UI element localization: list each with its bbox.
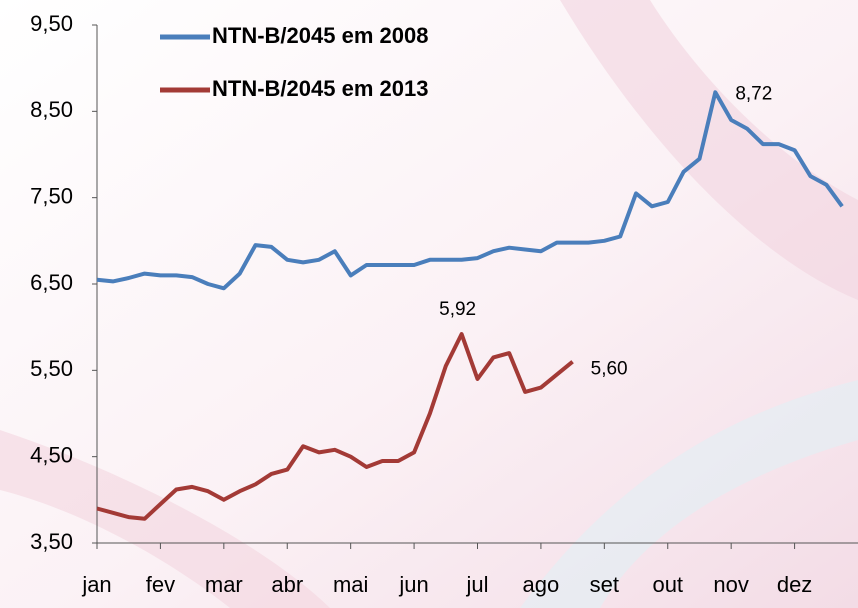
legend-label: NTN-B/2045 em 2008 xyxy=(212,23,428,48)
legend-label: NTN-B/2045 em 2013 xyxy=(212,76,428,101)
y-tick-label: 5,50 xyxy=(30,356,73,381)
x-tick-label: ago xyxy=(523,572,560,597)
data-label: 5,92 xyxy=(439,299,476,320)
data-label: 5,60 xyxy=(591,359,628,380)
x-tick-label: jul xyxy=(465,572,488,597)
x-tick-label: dez xyxy=(777,572,812,597)
data-label: 8,72 xyxy=(735,83,772,104)
x-tick-label: mar xyxy=(205,572,243,597)
y-tick-label: 3,50 xyxy=(30,529,73,554)
y-tick-label: 7,50 xyxy=(30,183,73,208)
y-tick-label: 4,50 xyxy=(30,442,73,467)
x-tick-label: jan xyxy=(81,572,111,597)
x-tick-label: fev xyxy=(146,572,175,597)
x-tick-label: out xyxy=(652,572,683,597)
y-tick-label: 9,50 xyxy=(30,11,73,36)
y-tick-label: 6,50 xyxy=(30,270,73,295)
y-tick-label: 8,50 xyxy=(30,97,73,122)
x-tick-label: mai xyxy=(333,572,368,597)
x-tick-label: jun xyxy=(398,572,428,597)
chart: 3,50 4,50 5,50 6,50 7,50 8,50 9,50 jan fev mar abr… xyxy=(0,0,858,608)
x-tick-label: nov xyxy=(713,572,748,597)
x-tick-label: set xyxy=(590,572,619,597)
x-tick-label: abr xyxy=(271,572,303,597)
